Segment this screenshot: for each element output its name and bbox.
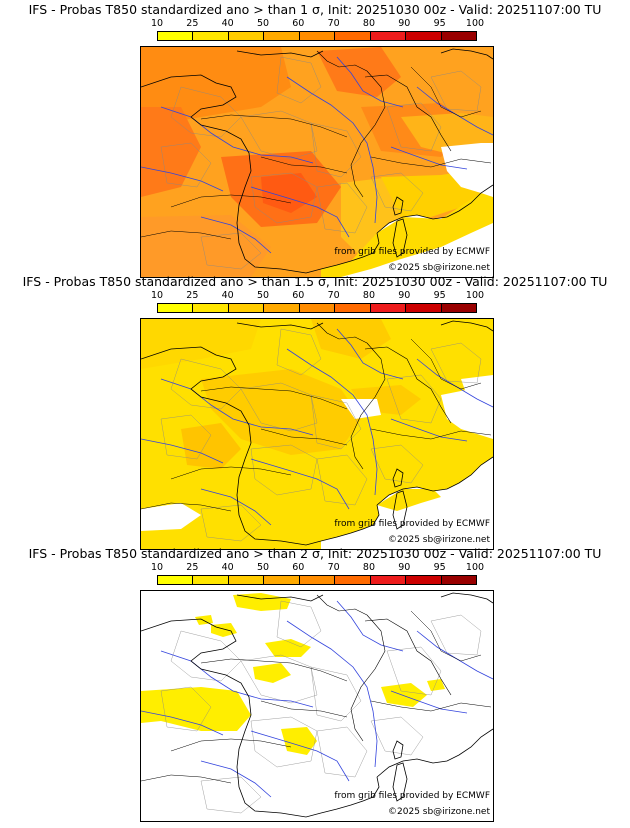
colorbar-segment — [406, 304, 442, 312]
tick-label: 50 — [256, 290, 270, 301]
copyright: ©2025 sb@irizone.net — [388, 535, 490, 545]
map-panel-1sigma: IFS - Probas T850 standardized ano > tha… — [0, 0, 630, 278]
colorbar-segment — [299, 32, 336, 40]
colorbar-segment — [406, 32, 442, 40]
colorbar-segment — [406, 576, 442, 584]
colorbar-segment — [441, 304, 476, 312]
colorbar-segment — [228, 32, 265, 40]
colorbar-segment — [264, 32, 300, 40]
tick-label: 40 — [221, 290, 234, 301]
tick-label: 10 — [150, 290, 164, 301]
map-panel-1-5sigma: IFS - Probas T850 standardized ano > tha… — [0, 272, 630, 550]
data-source-credit: from grib files provided by ECMWF — [334, 519, 490, 529]
panel-title: IFS - Probas T850 standardized ano > tha… — [28, 546, 602, 561]
tick-label: 25 — [186, 562, 199, 573]
colorbar-segment — [441, 576, 476, 584]
tick-label: 60 — [292, 290, 305, 301]
tick-label: 70 — [327, 18, 340, 29]
tick-label: 95 — [433, 290, 446, 301]
colorbar — [157, 303, 477, 313]
tick-label: 60 — [292, 562, 305, 573]
copyright: ©2025 sb@irizone.net — [388, 807, 490, 817]
panel-title: IFS - Probas T850 standardized ano > tha… — [28, 2, 602, 17]
copyright: ©2025 sb@irizone.net — [388, 263, 490, 273]
probability-map: from grib files provided by ECMWF ©2025 … — [140, 46, 494, 278]
colorbar-segment — [335, 304, 371, 312]
colorbar-segment — [193, 32, 229, 40]
colorbar-segment — [158, 304, 194, 312]
probability-map: from grib files provided by ECMWF ©2025 … — [140, 590, 494, 822]
colorbar-ticks: 10 25 40 50 60 70 80 90 95 100 — [151, 290, 484, 301]
probability-map: from grib files provided by ECMWF ©2025 … — [140, 318, 494, 550]
tick-label: 100 — [465, 18, 485, 29]
colorbar-ticks: 10 25 40 50 60 70 80 90 95 100 — [151, 18, 484, 29]
colorbar-segment — [228, 576, 265, 584]
tick-label: 80 — [362, 290, 376, 301]
colorbar-ticks: 10 25 40 50 60 70 80 90 95 100 — [151, 562, 484, 573]
colorbar-segment — [370, 32, 407, 40]
colorbar-segment — [158, 576, 194, 584]
colorbar-segment — [335, 32, 371, 40]
tick-label: 95 — [433, 562, 446, 573]
colorbar-segment — [193, 576, 229, 584]
tick-label: 100 — [465, 290, 485, 301]
tick-label: 90 — [398, 290, 411, 301]
colorbar-segment — [370, 576, 407, 584]
tick-label: 40 — [221, 18, 234, 29]
map-panel-2sigma: IFS - Probas T850 standardized ano > tha… — [0, 544, 630, 822]
colorbar-segment — [193, 304, 229, 312]
tick-label: 70 — [327, 290, 340, 301]
tick-label: 100 — [465, 562, 485, 573]
colorbar-segment — [335, 576, 371, 584]
tick-label: 90 — [398, 18, 411, 29]
colorbar — [157, 31, 477, 41]
tick-label: 25 — [186, 18, 199, 29]
tick-label: 50 — [256, 18, 270, 29]
tick-label: 80 — [362, 18, 376, 29]
colorbar — [157, 575, 477, 585]
colorbar-segment — [228, 304, 265, 312]
colorbar-segment — [264, 576, 300, 584]
tick-label: 40 — [221, 562, 234, 573]
tick-label: 80 — [362, 562, 376, 573]
colorbar-segment — [441, 32, 476, 40]
tick-label: 10 — [150, 18, 164, 29]
panel-title: IFS - Probas T850 standardized ano > tha… — [22, 274, 608, 289]
tick-label: 60 — [292, 18, 305, 29]
tick-label: 25 — [186, 290, 199, 301]
colorbar-segment — [370, 304, 407, 312]
tick-label: 50 — [256, 562, 270, 573]
tick-label: 70 — [327, 562, 340, 573]
colorbar-segment — [158, 32, 194, 40]
colorbar-segment — [299, 304, 336, 312]
data-source-credit: from grib files provided by ECMWF — [334, 791, 490, 801]
tick-label: 10 — [150, 562, 164, 573]
tick-label: 95 — [433, 18, 446, 29]
tick-label: 90 — [398, 562, 411, 573]
colorbar-segment — [299, 576, 336, 584]
data-source-credit: from grib files provided by ECMWF — [334, 247, 490, 257]
colorbar-segment — [264, 304, 300, 312]
